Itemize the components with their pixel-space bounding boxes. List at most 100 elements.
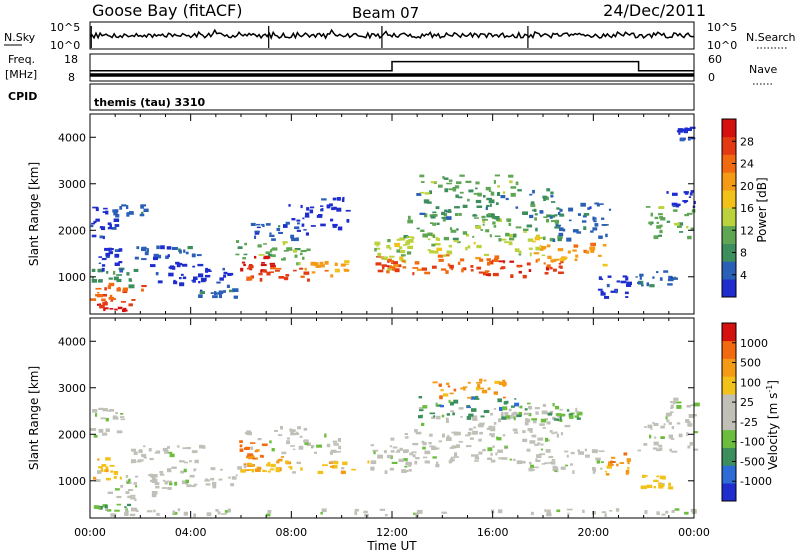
heatmap-cell: [559, 227, 564, 232]
heatmap-cell: [405, 436, 409, 439]
heatmap-cell: [136, 246, 140, 250]
heatmap-cell: [267, 461, 271, 464]
heatmap-cell: [101, 258, 107, 261]
nave-step-line: [90, 60, 694, 72]
heatmap-cell: [673, 397, 679, 401]
heatmap-cell: [421, 267, 427, 271]
heatmap-cell: [546, 421, 551, 425]
heatmap-cell: [684, 192, 689, 195]
heatmap-cell: [180, 273, 184, 276]
heatmap-cell: [432, 234, 436, 238]
heatmap-cell: [537, 437, 544, 441]
heatmap-cell: [447, 385, 451, 388]
heatmap-cell: [583, 226, 587, 230]
heatmap-cell: [670, 411, 674, 414]
heatmap-cell: [439, 404, 444, 408]
heatmap-cell: [546, 509, 551, 514]
heatmap-cell: [552, 239, 556, 242]
heatmap-cell: [594, 202, 599, 205]
heatmap-cell: [598, 276, 602, 280]
heatmap-cell: [681, 128, 687, 131]
heatmap-cell: [415, 457, 420, 460]
heatmap-cell: [419, 407, 424, 410]
heatmap-cell: [184, 482, 189, 485]
heatmap-cell: [332, 224, 337, 228]
heatmap-cell: [687, 212, 693, 215]
heatmap-cell: [243, 253, 248, 256]
heatmap-cell: [429, 214, 433, 217]
heatmap-cell: [422, 441, 427, 446]
heatmap-cell: [193, 276, 198, 281]
heatmap-cell: [109, 294, 113, 298]
heatmap-cell: [653, 235, 659, 240]
heatmap-cell: [384, 470, 388, 474]
heatmap-cell: [502, 379, 506, 383]
heatmap-cell: [102, 235, 105, 240]
heatmap-cell: [109, 465, 115, 467]
heatmap-cell: [345, 209, 351, 212]
heatmap-cell: [237, 246, 243, 249]
heatmap-cell: [128, 278, 132, 282]
heatmap-cell: [459, 191, 464, 194]
velocity-colorbar: [721, 322, 737, 502]
heatmap-cell: [446, 419, 449, 423]
heatmap-cell: [500, 195, 506, 199]
heatmap-cell: [113, 471, 119, 475]
heatmap-cell: [660, 217, 666, 221]
heatmap-cell: [135, 485, 138, 488]
heatmap-cell: [654, 436, 657, 439]
heatmap-cell: [495, 218, 501, 221]
heatmap-cell: [403, 449, 409, 453]
heatmap-cell: [112, 416, 119, 420]
heatmap-cell: [293, 269, 297, 272]
heatmap-cell: [413, 512, 417, 515]
velocity-panel: 1000 2000 3000 4000 Slant Range [km] 1000 50…: [27, 317, 780, 519]
heatmap-cell: [661, 513, 666, 516]
heatmap-cell: [427, 238, 431, 241]
heatmap-cell: [504, 446, 508, 449]
heatmap-cell: [182, 447, 186, 450]
heatmap-cell: [405, 469, 409, 473]
heatmap-cell: [183, 468, 187, 473]
heatmap-cell: [468, 428, 473, 431]
heatmap-cell: [581, 220, 587, 223]
heatmap-cell: [130, 497, 136, 500]
heatmap-cell: [514, 398, 517, 400]
heatmap-cell: [505, 415, 510, 419]
heatmap-cell: [556, 433, 559, 438]
heatmap-cell: [510, 405, 515, 408]
heatmap-cell: [552, 416, 556, 420]
heatmap-cell: [504, 241, 509, 244]
colorbar-tick-label: 20: [740, 180, 754, 193]
heatmap-cell: [149, 457, 154, 461]
heatmap-cell: [189, 474, 195, 478]
heatmap-cell: [455, 213, 459, 216]
heatmap-cell: [231, 476, 237, 480]
heatmap-cell: [292, 429, 296, 433]
heatmap-cell: [393, 264, 399, 267]
heatmap-cell: [590, 230, 594, 233]
heatmap-cell: [512, 411, 518, 415]
heatmap-cell: [589, 206, 592, 210]
heatmap-cell: [113, 276, 119, 281]
heatmap-cell: [161, 487, 168, 489]
heatmap-cell: [442, 254, 446, 257]
heatmap-cell: [105, 468, 109, 473]
heatmap-cell: [427, 232, 433, 236]
heatmap-cell: [449, 227, 453, 230]
heatmap-cell: [95, 506, 101, 509]
heatmap-cell: [212, 484, 217, 489]
heatmap-cell: [533, 208, 537, 212]
heatmap-cell: [97, 292, 100, 294]
heatmap-cell: [183, 461, 188, 464]
heatmap-cell: [609, 510, 613, 512]
heatmap-cell: [124, 506, 127, 508]
heatmap-cell: [270, 249, 273, 253]
heatmap-cell: [201, 279, 206, 283]
heatmap-cell: [549, 216, 553, 219]
heatmap-cell: [304, 268, 307, 271]
heatmap-cell: [248, 463, 253, 466]
heatmap-cell: [114, 488, 120, 491]
heatmap-cell: [546, 214, 552, 218]
heatmap-cell: [537, 258, 540, 262]
